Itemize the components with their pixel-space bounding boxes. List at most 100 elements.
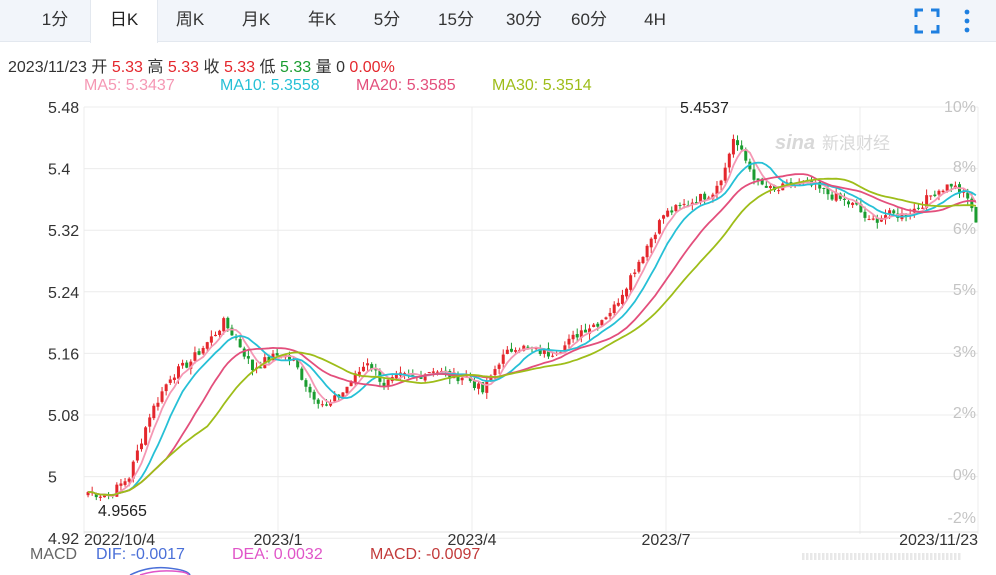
candle-body bbox=[357, 371, 361, 375]
tab-4h[interactable]: 4H bbox=[644, 10, 666, 29]
candle-body bbox=[477, 383, 481, 389]
candle-body bbox=[657, 220, 661, 234]
candle-body bbox=[945, 184, 949, 191]
candle-body bbox=[139, 443, 143, 450]
fullscreen-icon[interactable] bbox=[912, 6, 942, 36]
tab-yearly-k[interactable]: 年K bbox=[307, 10, 337, 29]
candle-body bbox=[119, 483, 123, 486]
ma-lines bbox=[88, 148, 977, 498]
ma20-label: MA20: 5.3585 bbox=[356, 77, 456, 94]
candle-body bbox=[884, 215, 888, 220]
candle-body bbox=[156, 402, 160, 407]
candle-body bbox=[287, 354, 291, 360]
sina-logo: sina bbox=[775, 132, 815, 154]
macd-hist-bar bbox=[838, 553, 841, 560]
candle-body bbox=[653, 234, 657, 240]
more-vertical-icon[interactable] bbox=[952, 6, 982, 36]
candle-body bbox=[912, 208, 916, 213]
candle-body bbox=[304, 380, 308, 387]
candle-body bbox=[168, 379, 172, 383]
candle-body bbox=[526, 346, 530, 348]
candle-body bbox=[686, 205, 690, 207]
candle-body bbox=[740, 145, 744, 150]
y-tick-label: 5 bbox=[48, 470, 57, 487]
candle-body bbox=[921, 207, 925, 209]
candle-body bbox=[197, 351, 201, 355]
candle-body bbox=[785, 182, 789, 184]
max-price-label: 5.4537 bbox=[680, 100, 729, 117]
macd-hist-bar bbox=[902, 553, 905, 560]
candle-body bbox=[481, 382, 485, 393]
macd-hist-bar bbox=[914, 553, 917, 560]
candle-body bbox=[752, 169, 756, 180]
candle-body bbox=[144, 427, 148, 445]
candle-body bbox=[522, 345, 526, 351]
macd-hist-bar bbox=[842, 553, 845, 560]
candle-body bbox=[588, 328, 592, 334]
macd-hist-bar bbox=[886, 553, 889, 560]
candle-body bbox=[431, 371, 435, 373]
candle-body bbox=[694, 202, 698, 204]
macd-hist-bar bbox=[806, 553, 809, 560]
right-axis-labels: 10% 8% 6% 5% 3% 2% 0% -2% bbox=[944, 99, 976, 527]
candle-body bbox=[308, 386, 312, 393]
candle-body bbox=[374, 368, 378, 371]
ma10-line bbox=[88, 161, 977, 497]
macd-hist-bar bbox=[894, 553, 897, 560]
candle-body bbox=[579, 330, 583, 338]
candle-body bbox=[337, 394, 341, 398]
candle-body bbox=[756, 178, 760, 181]
period-tabbar: 1分 日K 周K 月K 年K 5分 15分 30分 60分 4H bbox=[0, 0, 996, 43]
candle-body bbox=[703, 193, 707, 200]
ma5-label: MA5: 5.3437 bbox=[84, 77, 175, 94]
macd-hist-bar bbox=[934, 553, 937, 560]
tab-30min[interactable]: 30分 bbox=[506, 10, 542, 29]
macd-hist-bar bbox=[954, 553, 957, 560]
tab-15min[interactable]: 15分 bbox=[438, 10, 474, 29]
candle-body bbox=[398, 372, 402, 376]
candle-body bbox=[649, 238, 653, 248]
tab-monthly-k[interactable]: 月K bbox=[241, 10, 271, 29]
candle-body bbox=[333, 395, 337, 402]
macd-hist-bar bbox=[830, 553, 833, 560]
candle-body bbox=[440, 370, 444, 373]
right-tick-label: 8% bbox=[953, 159, 976, 176]
info-low-label: 低 bbox=[259, 59, 276, 76]
tab-5min[interactable]: 5分 bbox=[373, 10, 401, 29]
candle-body bbox=[814, 183, 818, 185]
candle-body bbox=[131, 461, 135, 479]
candle-body bbox=[612, 304, 616, 314]
tab-60min[interactable]: 60分 bbox=[571, 10, 607, 29]
tab-daily-k[interactable]: 日K bbox=[90, 0, 158, 43]
candle-body bbox=[616, 302, 620, 306]
candle-body bbox=[213, 334, 217, 337]
dea-label: DEA: 0.0032 bbox=[232, 546, 323, 563]
info-change: 0.00% bbox=[349, 59, 395, 76]
macd-hist-bar bbox=[802, 553, 805, 560]
candle-body bbox=[407, 373, 411, 375]
candle-body bbox=[736, 140, 740, 146]
candle-body bbox=[345, 386, 349, 394]
candle-body bbox=[222, 318, 226, 332]
macd-hist-bar bbox=[906, 553, 909, 560]
macd-hist-bar bbox=[866, 553, 869, 560]
tab-1min[interactable]: 1分 bbox=[41, 10, 69, 29]
macd-hist-bar bbox=[922, 553, 925, 560]
candle-body bbox=[242, 348, 246, 357]
candle-body bbox=[98, 496, 102, 498]
macd-hist-bar bbox=[846, 553, 849, 560]
candle-body bbox=[370, 364, 374, 370]
candle-body bbox=[699, 193, 703, 203]
candle-body bbox=[908, 213, 912, 217]
macd-hist-bar bbox=[850, 553, 853, 560]
candle-body bbox=[452, 372, 456, 379]
y-tick-label: 5.4 bbox=[48, 162, 70, 179]
candle-body bbox=[259, 367, 263, 369]
candle-body bbox=[801, 181, 805, 184]
ma10-label: MA10: 5.3558 bbox=[220, 77, 320, 94]
candle-body bbox=[423, 374, 427, 381]
candle-body bbox=[793, 184, 797, 186]
macd-hist-bar bbox=[814, 553, 817, 560]
tab-weekly-k[interactable]: 周K bbox=[175, 10, 205, 29]
candle-body bbox=[863, 211, 867, 218]
